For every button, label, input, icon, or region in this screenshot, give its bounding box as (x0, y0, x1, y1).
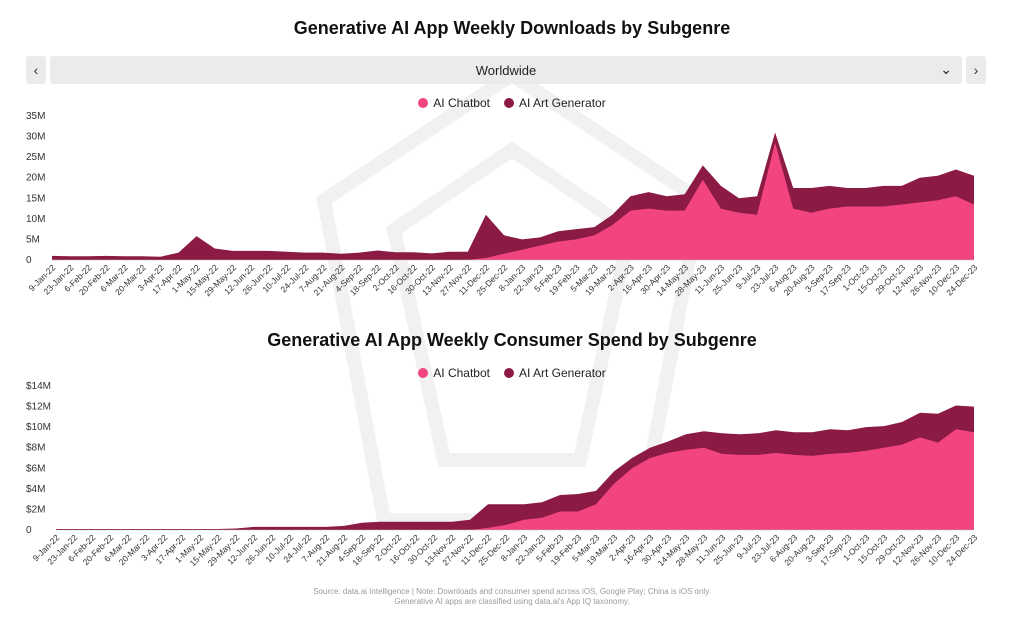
y-tick-label: 30M (26, 132, 45, 143)
legend-label-art: AI Art Generator (518, 96, 606, 110)
legend-swatch-chatbot (418, 368, 429, 378)
source-note: Source: data.ai Intelligence | Note: Dow… (313, 587, 711, 596)
area-ai-chatbot (56, 429, 974, 530)
spend-chart: 0$2M$4M$6M$8M$10M$12M$14M9-Jan-2223-Jan-… (26, 381, 980, 568)
y-tick-label: 0 (26, 255, 32, 266)
legend-item-chatbot[interactable]: AI Chatbot (418, 366, 490, 380)
legend-label-art: AI Art Generator (518, 366, 606, 380)
chevron-left-icon: ‹ (33, 62, 39, 78)
area-ai-chatbot (52, 142, 974, 260)
y-tick-label: 20M (26, 173, 45, 184)
y-tick-label: 25M (26, 152, 45, 163)
downloads-chart: 05M10M15M20M25M30M35M9-Jan-2223-Jan-226-… (26, 111, 980, 298)
y-tick-label: $14M (26, 381, 51, 392)
y-tick-label: $10M (26, 422, 51, 433)
region-dropdown[interactable]: Worldwide ⌄ (50, 56, 962, 84)
y-tick-label: 15M (26, 193, 45, 204)
legend-swatch-art (503, 368, 514, 378)
y-tick-label: 0 (26, 525, 32, 536)
chevron-down-icon: ⌄ (940, 61, 952, 77)
legend-item-art[interactable]: AI Art Generator (503, 96, 606, 110)
y-tick-label: 35M (26, 111, 45, 122)
y-tick-label: $2M (26, 504, 45, 515)
region-selector-row: ‹ Worldwide ⌄ › (26, 56, 986, 84)
legend-swatch-art (503, 98, 514, 108)
y-tick-label: $12M (26, 402, 51, 413)
downloads-chart-title: Generative AI App Weekly Downloads by Su… (293, 18, 731, 38)
downloads-legend: AI Chatbot AI Art Generator (0, 96, 1024, 110)
spend-legend: AI Chatbot AI Art Generator (0, 366, 1024, 380)
y-tick-label: $4M (26, 484, 45, 495)
y-tick-label: 5M (26, 234, 40, 245)
region-label: Worldwide (475, 62, 537, 78)
taxonomy-note: Generative AI apps are classified using … (394, 597, 630, 606)
spend-chart-title: Generative AI App Weekly Consumer Spend … (267, 330, 757, 350)
y-tick-label: $8M (26, 443, 45, 454)
legend-label-chatbot: AI Chatbot (433, 96, 490, 110)
prev-region-button[interactable]: ‹ (26, 56, 46, 84)
legend-swatch-chatbot (418, 98, 429, 108)
y-tick-label: $6M (26, 463, 45, 474)
legend-label-chatbot: AI Chatbot (433, 366, 490, 380)
legend-item-chatbot[interactable]: AI Chatbot (418, 96, 490, 110)
chevron-right-icon: › (973, 62, 979, 78)
next-region-button[interactable]: › (966, 56, 986, 84)
legend-item-art[interactable]: AI Art Generator (503, 366, 606, 380)
y-tick-label: 10M (26, 214, 45, 225)
